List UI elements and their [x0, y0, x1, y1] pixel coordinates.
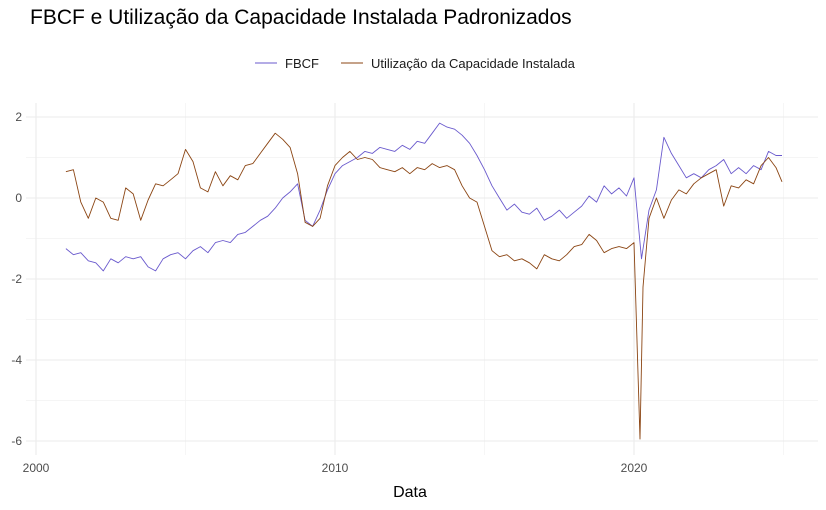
series-layer: [65, 122, 783, 440]
series-line-1: [65, 122, 782, 272]
legend-label-2: Utilização da Capacidade Instalada: [371, 56, 576, 71]
x-axis-ticks: 2000 2010 2020: [23, 461, 648, 475]
y-tick-label: 0: [15, 191, 22, 205]
x-tick-label: 2010: [322, 461, 349, 475]
grid-lines: [26, 103, 818, 455]
x-tick-label: 2020: [621, 461, 648, 475]
y-tick-label: -4: [11, 353, 22, 367]
y-axis-ticks: 2 0 -2 -4 -6: [11, 110, 22, 448]
x-axis-title: Data: [393, 484, 427, 501]
y-tick-label: -6: [11, 434, 22, 448]
x-tick-label: 2000: [23, 461, 50, 475]
legend-label-1: FBCF: [285, 56, 319, 71]
legend: FBCF Utilização da Capacidade Instalada: [255, 56, 576, 71]
y-tick-label: -2: [11, 272, 22, 286]
chart-title: FBCF e Utilização da Capacidade Instalad…: [30, 6, 572, 29]
series-line-2: [65, 132, 783, 440]
y-tick-label: 2: [15, 110, 22, 124]
